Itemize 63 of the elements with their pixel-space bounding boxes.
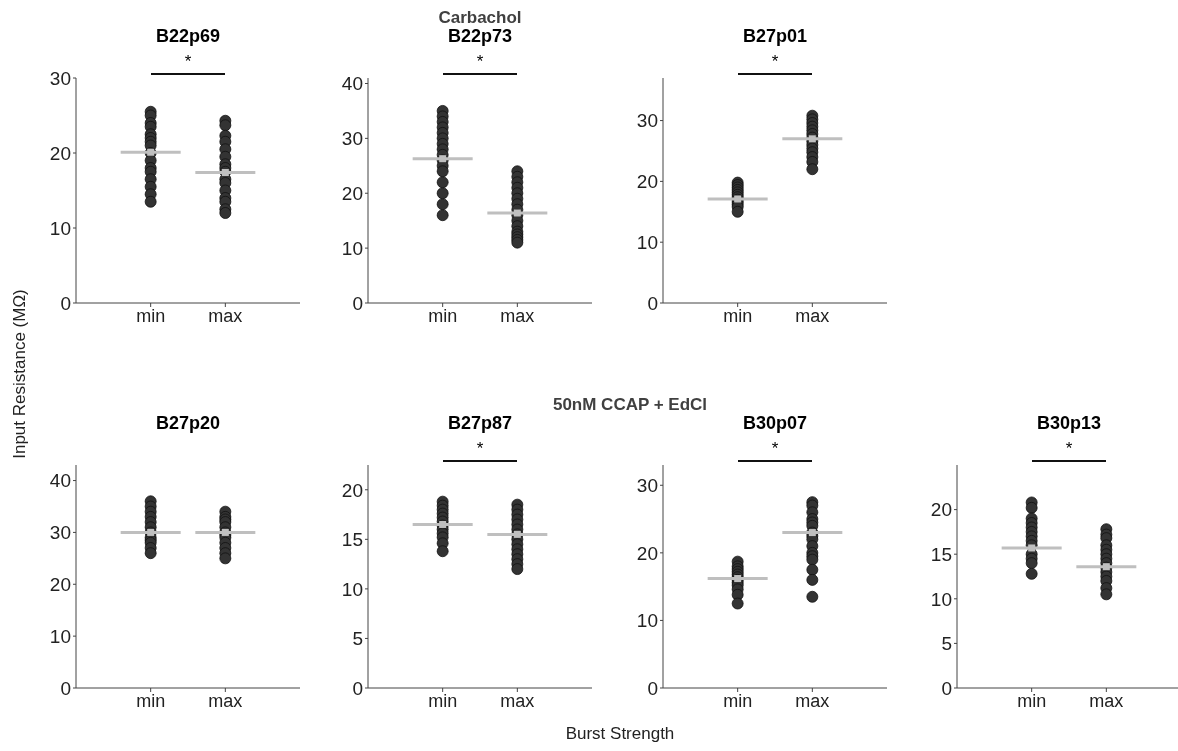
- y-tick-label: 0: [60, 292, 71, 314]
- y-tick-label: 0: [647, 677, 658, 699]
- x-tick-label: max: [795, 305, 830, 326]
- text: *: [183, 52, 193, 72]
- x-tick-label: max: [500, 305, 535, 326]
- x-tick-label: min: [428, 690, 458, 711]
- y-tick-label: 0: [352, 677, 363, 699]
- y-tick-label: 20: [636, 171, 658, 193]
- y-tick-label: 10: [49, 625, 71, 647]
- x-tick-label: min: [136, 305, 166, 326]
- y-tick-label: 30: [49, 67, 71, 89]
- y-tick-label: 20: [49, 142, 71, 164]
- chart-title: B30p07: [741, 413, 808, 434]
- chart-title: B30p13: [1035, 413, 1102, 434]
- x-tick-label: max: [795, 690, 830, 711]
- text: *: [1064, 439, 1074, 459]
- y-tick-label: 10: [636, 610, 658, 632]
- y-tick-label: 0: [647, 292, 658, 314]
- chart-title: B27p20: [154, 413, 221, 434]
- text: *: [475, 439, 485, 459]
- y-tick-label: 20: [341, 479, 363, 501]
- y-tick-label: 15: [341, 529, 363, 551]
- y-tick-label: 0: [941, 677, 952, 699]
- y-tick-label: 40: [49, 470, 71, 492]
- y-tick-label: 15: [930, 543, 952, 565]
- text: *: [770, 52, 780, 72]
- y-tick-label: 0: [60, 677, 71, 699]
- x-tick-label: max: [1089, 690, 1124, 711]
- text: *: [770, 439, 780, 459]
- y-tick-label: 20: [49, 574, 71, 596]
- x-tick-label: min: [1017, 690, 1047, 711]
- y-axis-title: Input Resistance (MΩ): [10, 288, 30, 461]
- text: 50nM CCAP + EdCl: [552, 395, 708, 414]
- x-tick-label: max: [500, 690, 535, 711]
- y-tick-label: 30: [636, 110, 658, 132]
- chart-title: B27p87: [446, 413, 513, 434]
- y-tick-label: 10: [930, 588, 952, 610]
- y-tick-label: 10: [49, 217, 71, 239]
- x-tick-label: min: [723, 305, 753, 326]
- x-tick-label: min: [136, 690, 166, 711]
- y-tick-label: 0: [352, 292, 363, 314]
- x-tick-label: max: [208, 690, 243, 711]
- y-tick-label: 5: [352, 628, 363, 650]
- x-tick-label: max: [208, 305, 243, 326]
- chart-title: B22p73: [446, 26, 513, 47]
- chart-title: B27p01: [741, 26, 808, 47]
- y-tick-label: 10: [636, 231, 658, 253]
- text: *: [475, 52, 485, 72]
- chart-title: B22p69: [154, 26, 221, 47]
- x-axis-title: Burst Strength: [564, 724, 676, 744]
- chart-subtitle: Carbachol: [437, 8, 523, 28]
- x-tick-label: min: [723, 690, 753, 711]
- y-tick-label: 30: [49, 522, 71, 544]
- y-tick-label: 10: [341, 578, 363, 600]
- y-tick-label: 40: [341, 73, 363, 95]
- y-tick-label: 30: [636, 475, 658, 497]
- y-tick-label: 10: [341, 237, 363, 259]
- y-tick-label: 20: [930, 499, 952, 521]
- y-tick-label: 20: [341, 182, 363, 204]
- y-tick-label: 20: [636, 542, 658, 564]
- x-tick-label: min: [428, 305, 458, 326]
- y-tick-label: 5: [941, 633, 952, 655]
- y-tick-label: 30: [341, 128, 363, 150]
